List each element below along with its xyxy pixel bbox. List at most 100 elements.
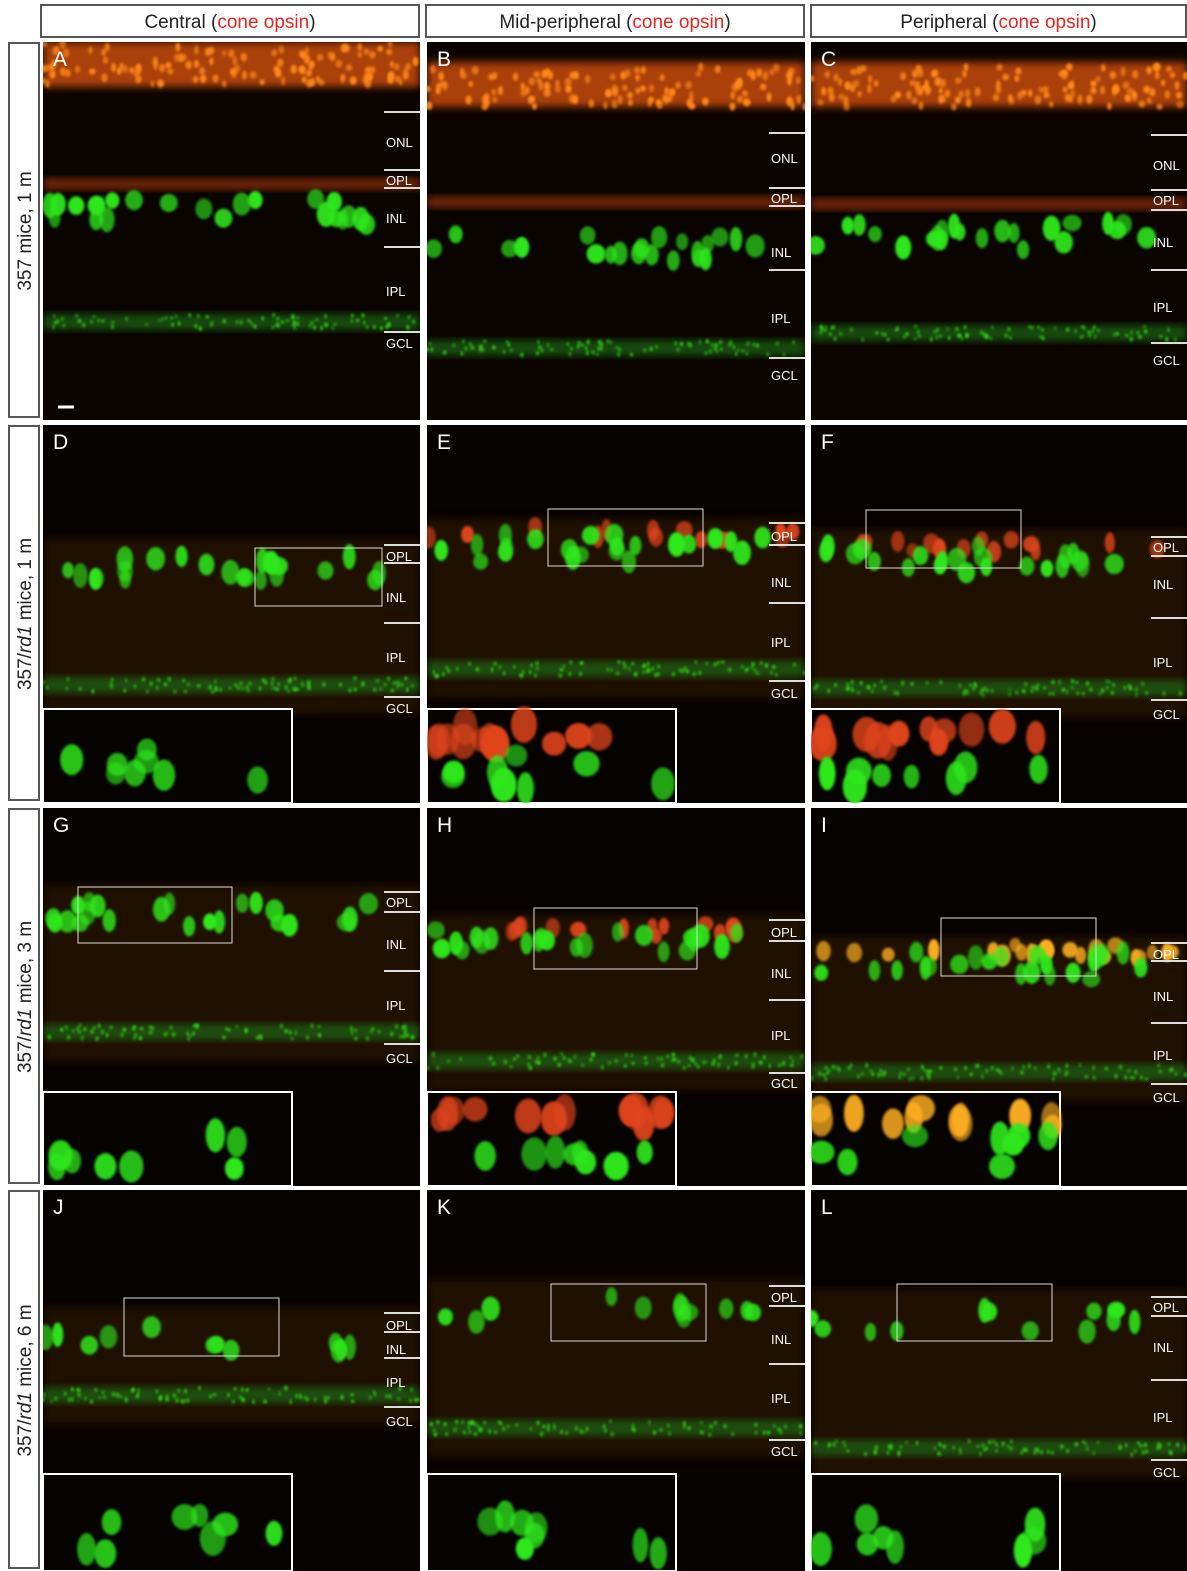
cell xyxy=(917,330,920,335)
cell xyxy=(851,689,854,693)
cell xyxy=(809,75,815,81)
cell xyxy=(565,723,592,749)
cell xyxy=(111,63,116,72)
cell xyxy=(796,77,801,85)
layer-label: OPL xyxy=(1153,540,1179,555)
cell xyxy=(585,75,591,84)
cell xyxy=(1028,1064,1031,1068)
cell xyxy=(609,1419,611,1423)
cell xyxy=(895,236,911,260)
cell xyxy=(277,58,284,67)
cell xyxy=(1140,1075,1142,1080)
cell xyxy=(78,1393,81,1397)
cell xyxy=(906,91,911,100)
cell xyxy=(227,1393,229,1398)
cell xyxy=(505,745,527,767)
cell xyxy=(565,1431,568,1435)
cell xyxy=(110,681,113,685)
cell xyxy=(964,325,967,329)
cell xyxy=(393,681,395,685)
cell xyxy=(122,65,128,73)
cell xyxy=(529,77,536,85)
cell xyxy=(234,64,240,72)
cell xyxy=(89,568,103,589)
layer-label: INL xyxy=(1153,1340,1173,1355)
cell xyxy=(767,93,772,102)
cell xyxy=(171,323,174,327)
cell xyxy=(779,1430,782,1434)
cell xyxy=(159,64,165,72)
cell xyxy=(1157,104,1163,110)
cell xyxy=(984,1448,986,1451)
cell xyxy=(462,339,464,343)
cell xyxy=(610,537,624,556)
cell xyxy=(197,314,200,318)
cell xyxy=(1111,691,1114,695)
cell xyxy=(174,54,179,62)
cell xyxy=(468,662,470,666)
panel: FOPLINLIPLGCL xyxy=(809,425,1187,804)
cell xyxy=(563,1056,566,1060)
cell xyxy=(537,1421,540,1426)
cell xyxy=(101,1030,104,1035)
cell xyxy=(991,1066,994,1070)
cell xyxy=(165,62,171,69)
cell xyxy=(847,1450,850,1453)
cell xyxy=(363,321,365,325)
cell xyxy=(272,325,274,329)
cell xyxy=(814,714,833,751)
cell xyxy=(310,1024,313,1028)
cell xyxy=(818,1071,822,1076)
cell xyxy=(661,1063,664,1067)
cell xyxy=(1034,1066,1036,1069)
cell xyxy=(803,671,806,676)
cell xyxy=(293,676,296,680)
cell xyxy=(763,1055,765,1060)
cell xyxy=(78,1388,81,1392)
cell xyxy=(824,1066,828,1070)
cell xyxy=(528,1066,531,1070)
cell xyxy=(84,1397,87,1401)
cell xyxy=(909,1077,912,1080)
cell xyxy=(679,668,682,672)
cell xyxy=(1179,691,1182,696)
cell xyxy=(247,688,250,693)
cell xyxy=(563,665,565,668)
cell xyxy=(585,346,587,350)
cell xyxy=(477,1425,479,1428)
cell xyxy=(105,192,119,209)
cell xyxy=(828,1442,830,1447)
cell xyxy=(42,41,47,47)
cell xyxy=(745,668,748,671)
cell xyxy=(632,1062,635,1065)
cell xyxy=(370,1029,373,1033)
cell xyxy=(151,1026,154,1030)
cell xyxy=(577,345,580,348)
cell xyxy=(633,1528,649,1563)
cell xyxy=(474,1141,496,1171)
cell xyxy=(950,955,968,974)
cell xyxy=(730,923,743,942)
cell xyxy=(935,77,942,86)
cell xyxy=(1053,1071,1056,1075)
cell xyxy=(289,677,291,682)
cell xyxy=(695,531,707,548)
row-label: 357/rd1 mice, 3 m xyxy=(15,921,36,1073)
cell xyxy=(493,662,496,666)
cell xyxy=(225,1027,228,1030)
cell xyxy=(1130,1076,1133,1079)
cell xyxy=(601,1065,604,1069)
cell xyxy=(657,665,660,669)
cell xyxy=(1008,223,1019,243)
cell xyxy=(402,1025,404,1029)
cell xyxy=(498,543,512,562)
cell xyxy=(569,661,572,665)
cell xyxy=(297,316,299,319)
cell xyxy=(369,1395,371,1400)
cell xyxy=(522,670,525,674)
cell xyxy=(467,1426,470,1429)
cell xyxy=(1174,337,1177,341)
cell xyxy=(1037,683,1040,687)
header-text: ) xyxy=(309,12,315,33)
cell xyxy=(324,1396,327,1401)
